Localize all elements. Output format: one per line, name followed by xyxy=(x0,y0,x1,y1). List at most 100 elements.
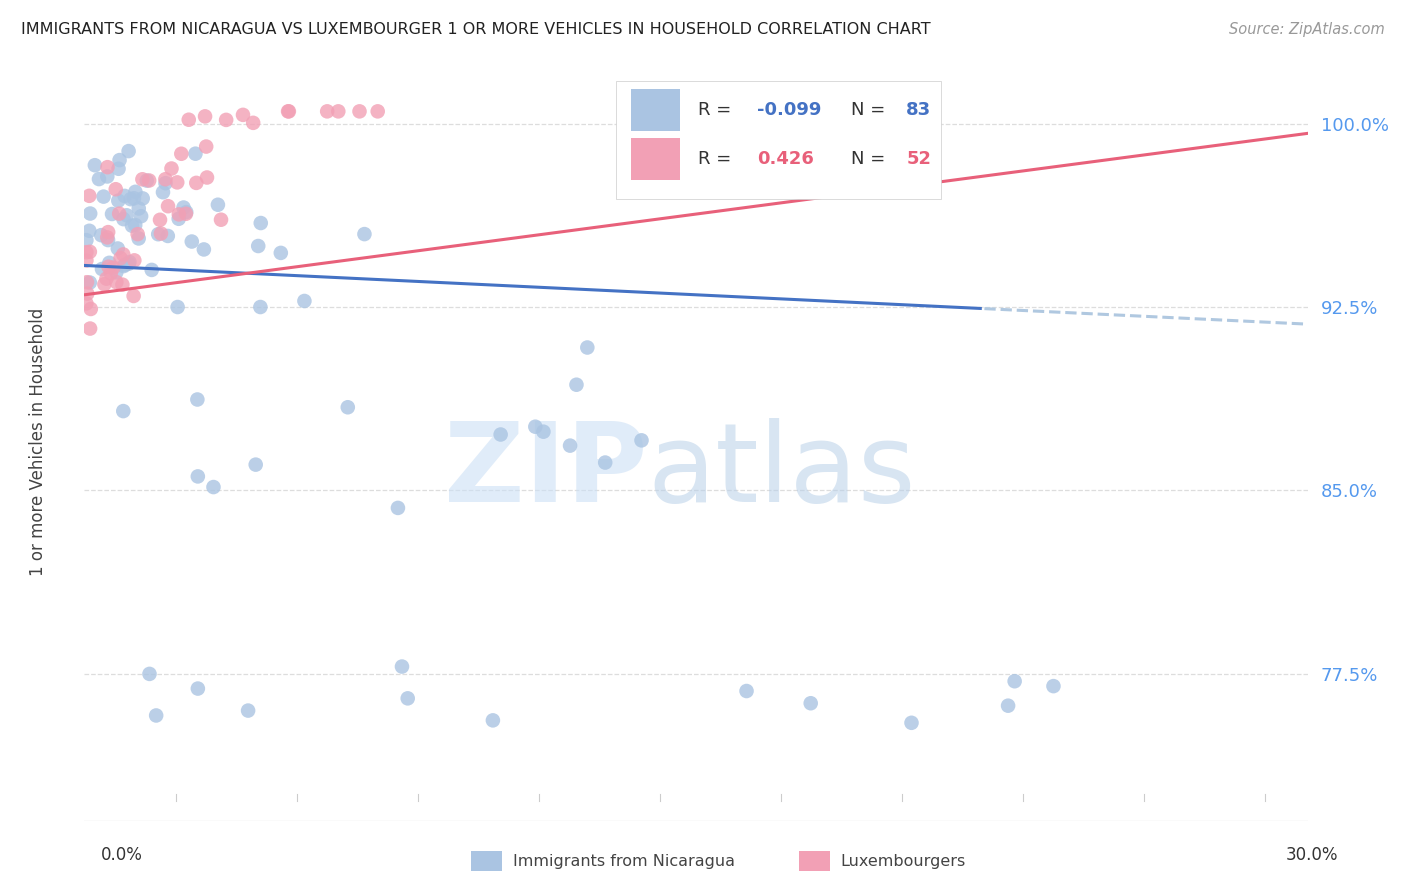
Point xyxy=(76,275,98,289)
Point xyxy=(195,170,218,185)
Text: Luxembourgers: Luxembourgers xyxy=(841,855,966,869)
Point xyxy=(138,173,160,187)
Point xyxy=(391,659,413,673)
Point xyxy=(97,260,120,274)
Point xyxy=(177,112,200,127)
Point xyxy=(79,276,101,290)
Point xyxy=(80,301,103,316)
Text: 1 or more Vehicles in Household: 1 or more Vehicles in Household xyxy=(30,308,46,575)
Point xyxy=(79,321,101,335)
Point xyxy=(900,715,922,730)
Point xyxy=(170,146,193,161)
Point xyxy=(997,698,1019,713)
Point xyxy=(194,109,217,123)
Point xyxy=(148,227,170,242)
Point xyxy=(735,684,758,698)
Point xyxy=(97,233,120,247)
Point xyxy=(107,161,129,176)
Point xyxy=(96,160,118,174)
Point xyxy=(105,275,128,289)
Text: 83: 83 xyxy=(907,101,932,119)
Point xyxy=(141,263,163,277)
Text: Source: ZipAtlas.com: Source: ZipAtlas.com xyxy=(1229,22,1385,37)
Point xyxy=(98,256,121,270)
FancyBboxPatch shape xyxy=(631,138,681,180)
Point xyxy=(558,439,581,453)
Point xyxy=(186,392,208,407)
Point xyxy=(187,469,209,483)
Text: IMMIGRANTS FROM NICARAGUA VS LUXEMBOURGER 1 OR MORE VEHICLES IN HOUSEHOLD CORREL: IMMIGRANTS FROM NICARAGUA VS LUXEMBOURGE… xyxy=(21,22,931,37)
Point xyxy=(105,265,128,279)
Point xyxy=(79,224,101,238)
Point xyxy=(565,377,588,392)
Point xyxy=(112,404,135,418)
Point xyxy=(180,235,202,249)
Point xyxy=(489,427,512,442)
Point xyxy=(336,401,359,415)
Point xyxy=(124,185,146,199)
Point xyxy=(107,194,129,208)
Point xyxy=(166,175,188,189)
Point xyxy=(1004,674,1026,689)
Point xyxy=(107,242,129,256)
Point xyxy=(328,104,350,119)
Point xyxy=(173,201,195,215)
Point xyxy=(117,144,139,158)
Point xyxy=(247,239,270,253)
Point xyxy=(1042,679,1064,693)
Point xyxy=(128,231,150,245)
Point xyxy=(76,286,98,301)
Text: 52: 52 xyxy=(907,150,931,168)
Point xyxy=(209,212,232,227)
Point xyxy=(128,202,150,216)
Text: N =: N = xyxy=(851,101,891,119)
Text: Immigrants from Nicaragua: Immigrants from Nicaragua xyxy=(513,855,735,869)
Point xyxy=(593,456,616,470)
Point xyxy=(482,714,505,728)
Point xyxy=(93,277,115,292)
Point xyxy=(96,230,118,244)
Point xyxy=(155,172,177,186)
Point xyxy=(124,218,146,232)
Point xyxy=(122,289,145,303)
Point xyxy=(112,247,135,261)
Point xyxy=(249,216,271,230)
Point xyxy=(149,227,172,241)
Point xyxy=(100,266,122,280)
Point xyxy=(202,480,225,494)
Point xyxy=(127,227,149,241)
Point xyxy=(270,246,292,260)
Point xyxy=(112,259,135,273)
Point xyxy=(138,666,160,681)
Point xyxy=(387,500,409,515)
Point xyxy=(101,207,124,221)
Point xyxy=(294,293,316,308)
Point xyxy=(75,233,97,247)
Point xyxy=(156,229,179,244)
Point xyxy=(166,300,188,314)
Point xyxy=(186,176,208,190)
Point xyxy=(93,189,115,203)
Point xyxy=(96,169,118,184)
Point xyxy=(187,681,209,696)
Text: ZIP: ZIP xyxy=(444,418,647,525)
Point xyxy=(316,104,339,119)
Text: R =: R = xyxy=(699,150,744,168)
Point xyxy=(112,212,135,227)
Point xyxy=(135,173,157,187)
Point xyxy=(195,139,218,153)
Text: 0.426: 0.426 xyxy=(758,150,814,168)
Point xyxy=(193,243,215,257)
Point xyxy=(121,219,143,233)
Text: N =: N = xyxy=(851,150,891,168)
Text: R =: R = xyxy=(699,101,737,119)
Point xyxy=(145,708,167,723)
Point xyxy=(215,112,238,127)
Point xyxy=(533,425,555,439)
FancyBboxPatch shape xyxy=(631,89,681,130)
Point xyxy=(277,104,299,119)
Point xyxy=(114,189,136,203)
Point xyxy=(108,153,131,167)
Point xyxy=(800,696,823,710)
Point xyxy=(108,207,131,221)
